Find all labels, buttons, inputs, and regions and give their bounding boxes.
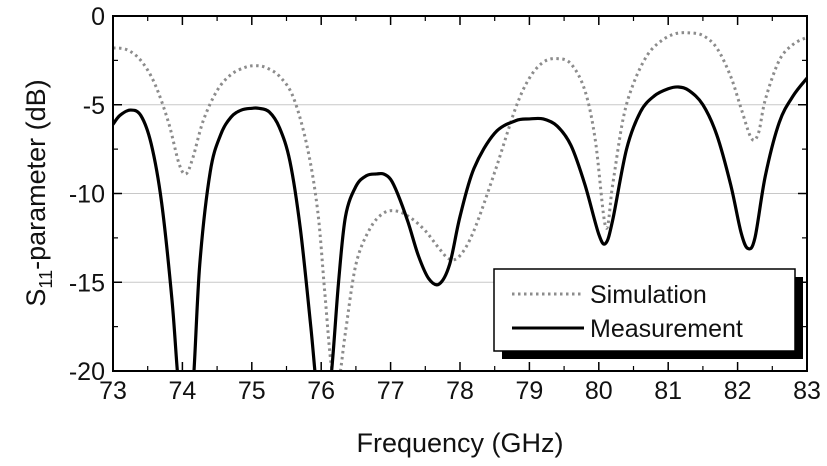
y-tick-label: -10 xyxy=(69,181,105,209)
x-tick-label: 79 xyxy=(515,377,543,405)
series-group xyxy=(113,31,807,371)
x-tick-label: 76 xyxy=(307,377,335,405)
legend-label-measurement: Measurement xyxy=(590,315,743,343)
y-axis-title-subscript: 11 xyxy=(36,270,56,289)
series-line-measurement xyxy=(113,76,807,371)
series-line-simulation xyxy=(113,31,807,371)
y-tick-label: 0 xyxy=(91,3,105,31)
x-tick-label: 75 xyxy=(238,377,266,405)
legend-label-simulation: Simulation xyxy=(590,281,707,309)
x-tick-label: 77 xyxy=(377,377,405,405)
y-axis-title: S11-parameter (dB) xyxy=(21,79,56,306)
legend-box xyxy=(493,268,796,352)
axis-ticks xyxy=(112,15,808,372)
x-tick-label: 83 xyxy=(793,377,821,405)
x-tick-label: 73 xyxy=(99,377,127,405)
x-tick-label: 82 xyxy=(724,377,752,405)
x-tick-label: 78 xyxy=(446,377,474,405)
x-tick-label: 80 xyxy=(585,377,613,405)
x-tick-label: 81 xyxy=(654,377,682,405)
y-tick-label: -20 xyxy=(69,358,105,386)
y-axis-title-rest: -parameter (dB) xyxy=(21,79,51,270)
x-tick-label: 74 xyxy=(168,377,196,405)
y-tick-label: -15 xyxy=(69,269,105,297)
y-axis-title-base: S xyxy=(21,289,51,307)
x-axis-title: Frequency (GHz) xyxy=(356,428,563,458)
y-tick-label: -5 xyxy=(83,92,105,120)
legend: Simulation Measurement xyxy=(493,268,803,359)
